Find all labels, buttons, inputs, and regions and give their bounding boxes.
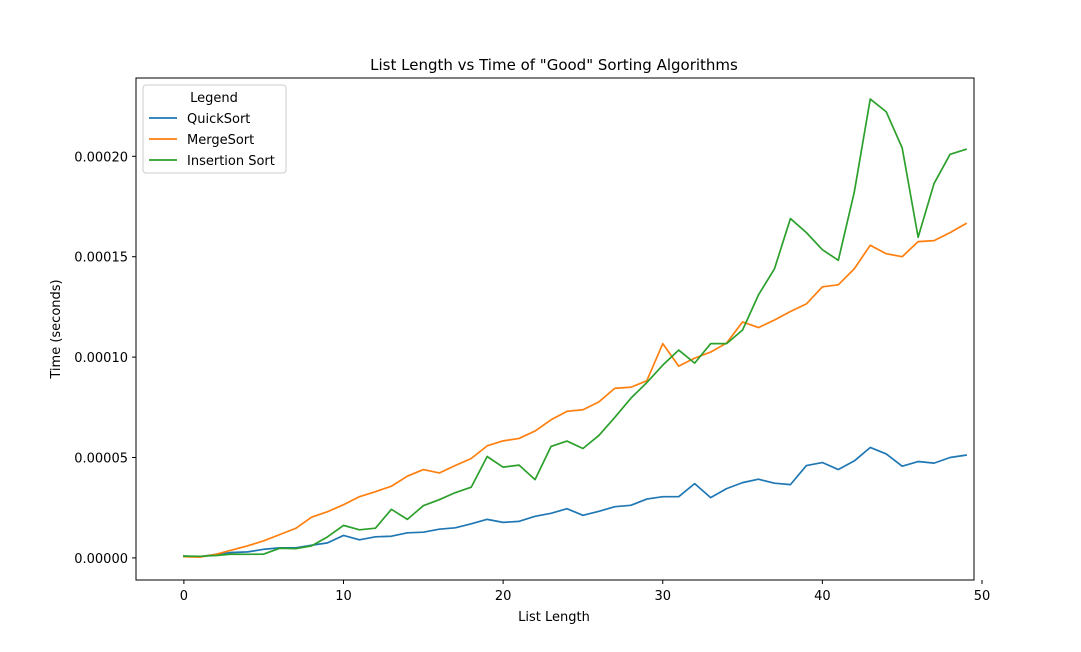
y-tick-label: 0.00005 <box>74 452 128 467</box>
legend-label: Insertion Sort <box>187 154 275 169</box>
x-tick-label: 30 <box>654 589 671 604</box>
x-tick-label: 50 <box>974 589 991 604</box>
axes-frame <box>135 77 975 581</box>
series-line-insertion-sort <box>183 98 968 558</box>
legend-label: MergeSort <box>187 133 254 148</box>
y-tick-label: 0.00020 <box>74 150 128 165</box>
legend-label: QuickSort <box>187 112 250 127</box>
legend: Legend QuickSort MergeSort Insertion Sort <box>142 84 287 174</box>
series-line-mergesort <box>183 222 968 558</box>
legend-title: Legend <box>190 91 238 106</box>
x-tick-label: 10 <box>335 589 352 604</box>
chart-title: List Length vs Time of "Good" Sorting Al… <box>370 56 738 74</box>
x-tick-label: 40 <box>814 589 831 604</box>
legend-entries: QuickSort MergeSort Insertion Sort <box>149 112 275 169</box>
y-axis-label: Time (seconds) <box>49 279 64 379</box>
y-tick-label: 0.00010 <box>74 351 128 366</box>
x-axis-ticks: 0 10 20 30 40 50 <box>180 580 991 604</box>
x-tick-label: 0 <box>180 589 188 604</box>
y-tick-label: 0.00015 <box>74 251 128 266</box>
y-axis-ticks: 0.00000 0.00005 0.00010 0.00015 0.00020 <box>74 150 136 567</box>
x-tick-label: 20 <box>495 589 512 604</box>
legend-box <box>142 84 287 174</box>
y-tick-label: 0.00000 <box>74 552 128 567</box>
plot-lines <box>183 98 968 558</box>
x-axis-label: List Length <box>518 610 590 625</box>
